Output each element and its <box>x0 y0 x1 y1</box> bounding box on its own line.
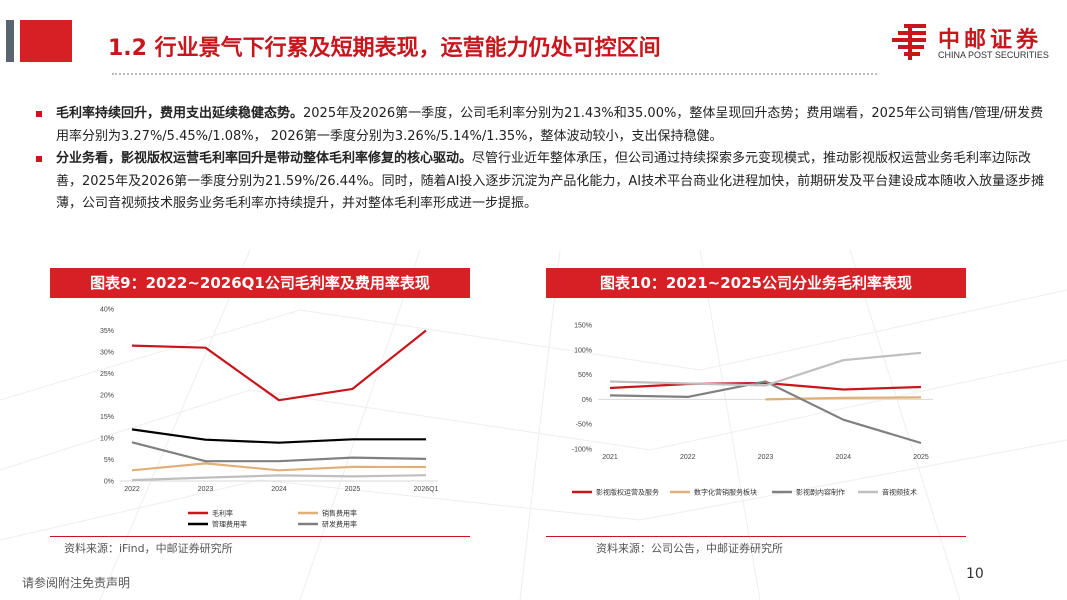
logo-text-en: CHINA POST SECURITIES <box>938 50 1049 60</box>
y-tick-label: 30% <box>100 350 114 357</box>
chart10-title: 图表10：2021~2025公司分业务毛利率表现 <box>546 268 966 298</box>
x-tick-label: 2022 <box>124 486 140 493</box>
chart10-source: 资料来源：公司公告，中邮证券研究所 <box>596 542 783 555</box>
disclaimer: 请参阅附注免责声明 <box>22 576 131 590</box>
legend-label: 销售费用率 <box>322 509 357 518</box>
y-tick-label: 5% <box>104 457 114 464</box>
x-tick-label: 2025 <box>913 454 929 461</box>
x-tick-label: 2023 <box>198 486 214 493</box>
x-tick-label: 2026Q1 <box>414 486 439 493</box>
series-line <box>609 381 922 391</box>
bullet-heading: 分业务看，影视版权运营毛利率回升是带动整体毛利率修复的核心驱动。 <box>56 151 473 166</box>
y-tick-label: 15% <box>100 414 114 421</box>
legend-label: 影视剧内容制作 <box>796 488 845 497</box>
x-tick-label: 2021 <box>602 454 618 461</box>
x-tick-label: 2023 <box>758 454 774 461</box>
page-number: 10 <box>966 566 984 582</box>
y-tick-label: -100% <box>572 447 592 454</box>
bullet-text: 尽管行业近年整体承压，但公司通过持续探索多元变现模式，推动影视版权运营业务毛利率… <box>56 151 1045 211</box>
chart9-source-divider <box>50 536 470 537</box>
bullet-item: 分业务看，影视版权运营毛利率回升是带动整体毛利率修复的核心驱动。尽管行业近年整体… <box>34 148 1054 216</box>
legend-label: 影视版权运营及服务 <box>596 488 659 497</box>
company-logo: 中邮证券 CHINA POST SECURITIES <box>890 22 1060 64</box>
chart9-title: 图表9：2022~2026Q1公司毛利率及费用率表现 <box>50 268 470 298</box>
legend-label: 数字化营销服务板块 <box>694 488 757 497</box>
series-line <box>131 441 427 463</box>
bullet-item: 毛利率持续回升，费用支出延续稳健态势。2025年及2026第一季度，公司毛利率分… <box>34 103 1054 148</box>
bullet-square-icon <box>36 111 42 117</box>
x-tick-label: 2022 <box>680 454 696 461</box>
y-tick-label: 100% <box>574 347 592 354</box>
series-line <box>609 380 922 445</box>
y-tick-label: 0% <box>104 479 114 486</box>
series-line <box>609 351 922 387</box>
y-tick-label: 150% <box>574 323 592 330</box>
chart9-source: 资料来源：iFind，中邮证券研究所 <box>64 542 233 555</box>
series-line <box>765 396 922 401</box>
china-post-logo-icon <box>892 24 926 60</box>
x-tick-label: 2024 <box>271 486 287 493</box>
logo-text-cn: 中邮证券 <box>938 28 1043 53</box>
series-line <box>131 462 427 472</box>
series-line <box>131 329 427 402</box>
bullet-heading: 毛利率持续回升，费用支出延续稳健态势。 <box>56 106 304 121</box>
header-accent-gray <box>6 20 14 62</box>
bullet-text: 2025年及2026第一季度，公司毛利率分别为21.43%和35.00%，整体呈… <box>56 106 1044 144</box>
series-line <box>131 428 426 444</box>
y-tick-label: 35% <box>100 328 114 335</box>
legend-label: 音视频技术 <box>882 488 917 497</box>
y-tick-label: 40% <box>100 307 114 314</box>
y-tick-label: 0% <box>582 397 592 404</box>
legend-label: 管理费用率 <box>212 520 247 529</box>
legend-label: 毛利率 <box>212 509 233 518</box>
page-title: 1.2 行业景气下行累及短期表现，运营能力仍处可控区间 <box>108 36 661 61</box>
y-tick-label: 10% <box>100 436 114 443</box>
legend-label: 研发费用率 <box>322 520 357 529</box>
series-line <box>131 474 427 482</box>
header-accent-red <box>20 20 72 62</box>
chart9-plot: 0% 5% 10% 15% 20% 25% 30% 35% 40% 2022 2023 2024 202… <box>100 307 439 529</box>
y-tick-label: -50% <box>576 422 592 429</box>
title-divider <box>112 73 877 75</box>
chart10-source-divider <box>546 536 966 537</box>
chart10-plot: -100% -50% 0% 50% 100% 150% 2021 2022 2023 2024 20… <box>572 323 933 497</box>
bullet-square-icon <box>36 156 42 162</box>
y-tick-label: 20% <box>100 393 114 400</box>
y-tick-label: 50% <box>578 372 592 379</box>
x-tick-label: 2024 <box>835 454 851 461</box>
bullet-list: 毛利率持续回升，费用支出延续稳健态势。2025年及2026第一季度，公司毛利率分… <box>34 103 1054 216</box>
y-tick-label: 25% <box>100 371 114 378</box>
x-tick-label: 2025 <box>345 486 361 493</box>
